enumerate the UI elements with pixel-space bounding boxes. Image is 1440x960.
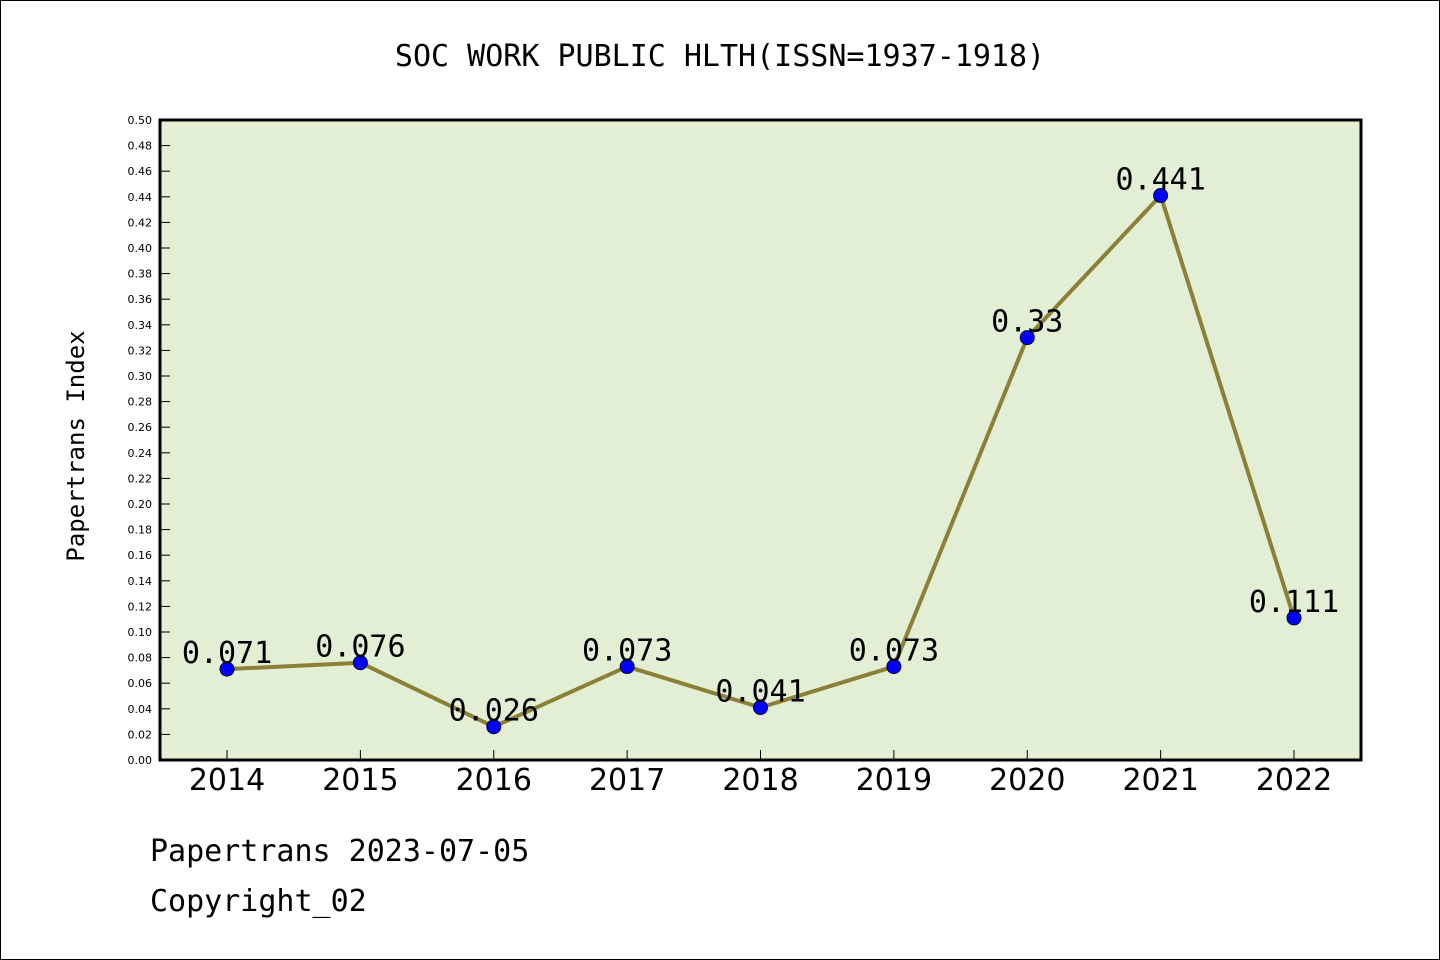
x-tick-label: 2021 (1122, 763, 1198, 798)
y-tick-label: 0.30 (128, 370, 153, 383)
data-point (352, 655, 368, 671)
y-tick-label: 0.24 (128, 447, 153, 460)
y-tick-label: 0.34 (128, 319, 153, 332)
data-label: 0.071 (182, 636, 272, 671)
x-tick-label: 2014 (189, 763, 265, 798)
y-tick-label: 0.26 (128, 421, 153, 434)
data-point (619, 659, 635, 675)
data-label: 0.073 (849, 634, 939, 669)
x-tick-label: 2015 (322, 763, 398, 798)
y-tick-label: 0.50 (128, 114, 153, 127)
data-label: 0.073 (582, 634, 672, 669)
data-label: 0.026 (449, 694, 539, 729)
y-axis-label: Papertrans Index (62, 330, 90, 561)
x-tick-label: 2017 (589, 763, 665, 798)
y-tick-label: 0.20 (128, 498, 153, 511)
y-tick-label: 0.04 (128, 703, 153, 716)
plot-border (158, 118, 1363, 762)
data-point (1286, 610, 1302, 626)
y-tick-label: 0.40 (128, 242, 153, 255)
data-point (219, 661, 235, 677)
chart-title: SOC WORK PUBLIC HLTH(ISSN=1937-1918) (395, 39, 1045, 74)
data-label: 0.076 (315, 630, 405, 665)
y-tick-label: 0.16 (128, 549, 153, 562)
data-point (486, 719, 502, 735)
footer-date: Papertrans 2023-07-05 (150, 834, 530, 869)
x-tick-label: 2022 (1256, 763, 1332, 798)
x-tick-label: 2020 (989, 763, 1065, 798)
y-tick-label: 0.00 (128, 754, 153, 767)
data-point (1153, 188, 1169, 204)
y-tick-label: 0.44 (128, 191, 153, 204)
plot-area (160, 120, 1361, 760)
y-tick-label: 0.06 (128, 677, 153, 690)
data-point (886, 659, 902, 675)
y-tick-label: 0.08 (128, 652, 153, 665)
y-tick-label: 0.38 (128, 268, 153, 281)
y-axis: 0.00 0.02 0.04 0.06 0.08 0.10 0.12 0.14 0.16 0.18… (128, 114, 170, 767)
y-tick-label: 0.42 (128, 216, 153, 229)
data-label: 0.111 (1249, 585, 1339, 620)
data-label: 0.041 (715, 675, 805, 710)
y-tick-label: 0.32 (128, 344, 153, 357)
y-tick-label: 0.18 (128, 524, 153, 537)
data-label: 0.33 (991, 305, 1063, 340)
data-point (753, 700, 768, 716)
y-tick-label: 0.12 (128, 600, 153, 613)
x-tick-label: 2018 (722, 763, 798, 798)
y-tick-label: 0.46 (128, 165, 153, 178)
y-tick-label: 0.28 (128, 396, 153, 409)
data-labels: 0.071 0.076 0.026 0.073 0.041 0.073 0.33 0.441 0… (182, 163, 1339, 729)
y-tick-label: 0.10 (128, 626, 153, 639)
x-tick-label: 2019 (856, 763, 932, 798)
y-tick-label: 0.14 (128, 575, 153, 588)
data-point (1019, 330, 1035, 346)
data-series (219, 188, 1302, 735)
footer-copyright: Copyright_02 (150, 884, 367, 919)
y-tick-label: 0.48 (128, 140, 153, 153)
x-axis: 2014 2015 2016 2017 2018 2019 2020 2021 2022 (189, 750, 1332, 798)
data-label: 0.441 (1115, 163, 1205, 198)
x-tick-label: 2016 (456, 763, 532, 798)
y-tick-label: 0.02 (128, 728, 153, 741)
y-tick-label: 0.36 (128, 293, 153, 306)
y-tick-label: 0.22 (128, 472, 153, 485)
